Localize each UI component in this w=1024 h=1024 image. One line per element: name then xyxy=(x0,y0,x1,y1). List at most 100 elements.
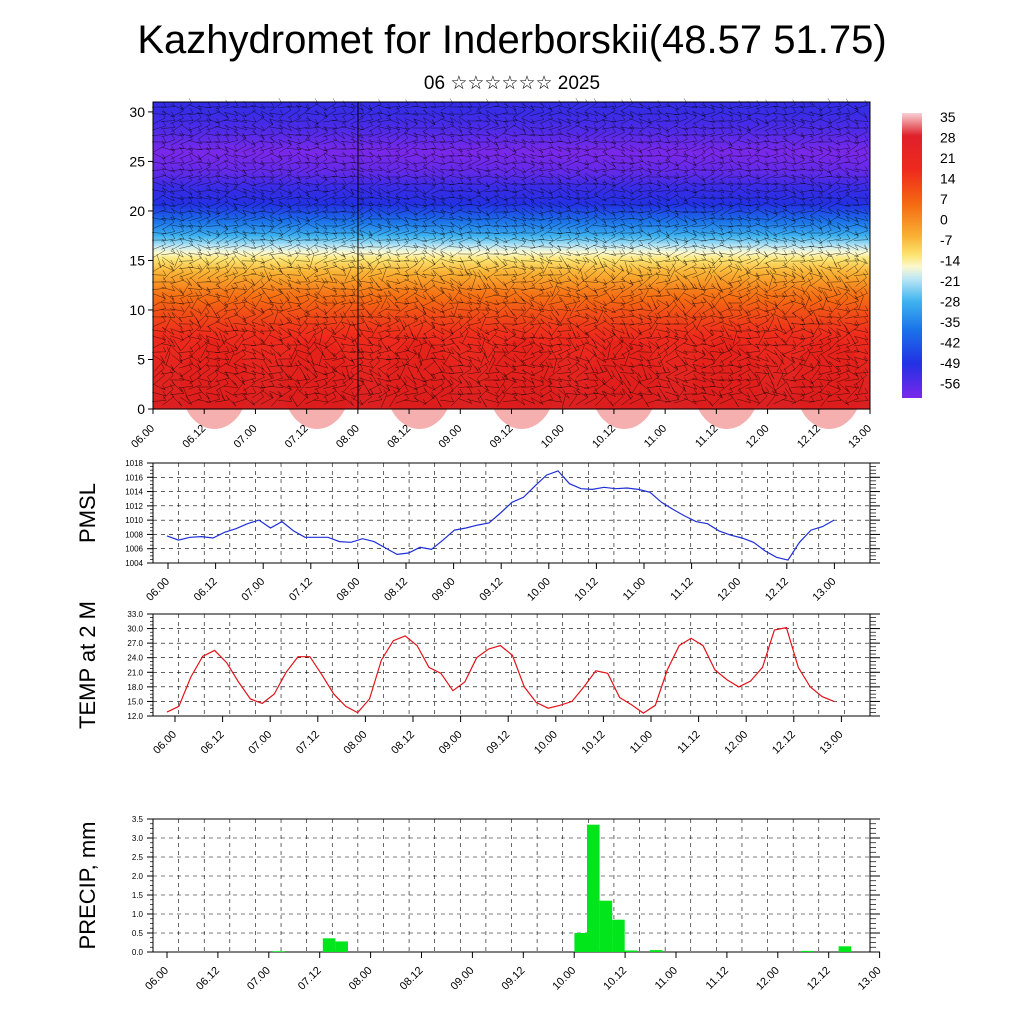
wind-barb-flag xyxy=(378,142,383,149)
wind-barb-flag xyxy=(198,236,203,242)
heatmap-cell xyxy=(153,312,870,316)
wind-barb xyxy=(233,223,247,229)
wind-barb-flag xyxy=(170,189,175,195)
wind-barb-flag xyxy=(288,236,293,242)
wind-barb-flag xyxy=(279,372,283,379)
wind-barb-flag xyxy=(180,222,185,228)
wind-barb xyxy=(152,391,166,397)
wind-barb xyxy=(269,278,283,286)
wind-barb-flag xyxy=(333,232,337,239)
wind-barb-flag xyxy=(279,366,284,373)
wind-barb xyxy=(350,350,364,354)
wind-barb xyxy=(377,104,391,110)
heatmap-cell xyxy=(153,213,870,217)
wind-barb xyxy=(278,244,292,250)
wind-barb xyxy=(224,362,238,370)
wind-barb-flag xyxy=(162,136,167,143)
wind-barb-flag xyxy=(243,238,247,245)
heatmap-cell xyxy=(153,334,870,338)
heatmap-cell xyxy=(153,275,870,279)
wind-barb-flag xyxy=(223,307,228,313)
wind-barb-flag xyxy=(324,370,328,376)
wind-barb-flag xyxy=(404,300,408,306)
wind-barb xyxy=(198,235,210,245)
wind-barb xyxy=(243,291,255,301)
wind-barb xyxy=(405,158,417,168)
wind-barb-flag xyxy=(261,240,266,246)
wind-barb xyxy=(341,279,355,285)
wind-barb xyxy=(251,321,265,327)
wind-barb xyxy=(313,190,329,192)
wind-barb xyxy=(233,250,247,258)
wind-barb xyxy=(368,202,382,208)
wind-barb-flag xyxy=(205,356,210,362)
wind-barb-flag xyxy=(234,330,238,336)
wind-barb-flag xyxy=(216,334,220,341)
wind-barb-flag xyxy=(267,296,272,302)
wind-barb xyxy=(341,131,355,139)
wind-barb xyxy=(205,176,221,178)
wind-barb xyxy=(353,387,361,401)
wind-barb-flag xyxy=(243,388,248,394)
wind-barb xyxy=(152,299,166,307)
wind-barb-flag xyxy=(297,219,302,225)
wind-barb xyxy=(224,390,238,398)
wind-barb xyxy=(269,390,283,398)
wind-barb xyxy=(314,272,328,278)
wind-barb-flag xyxy=(197,265,201,272)
wind-barb xyxy=(197,229,211,237)
wind-barb xyxy=(386,251,400,257)
wind-barb-flag xyxy=(287,175,292,181)
wind-barb xyxy=(242,236,256,244)
wind-barb xyxy=(314,399,328,403)
wind-barb xyxy=(351,396,363,406)
heatmap-cell xyxy=(153,106,870,111)
wind-barb xyxy=(341,301,355,305)
heatmap-cell xyxy=(153,290,870,294)
wind-barb-flag xyxy=(189,170,194,176)
wind-barb-flag xyxy=(162,164,167,170)
wind-barb-flag xyxy=(189,205,194,212)
wind-barb-flag xyxy=(339,345,343,352)
wind-barb-flag xyxy=(378,394,383,400)
wind-barb xyxy=(260,168,274,172)
wind-barb xyxy=(305,397,319,405)
wind-barb xyxy=(152,293,166,299)
wind-barb-flag xyxy=(224,223,229,230)
wind-barb xyxy=(404,202,418,208)
wind-barb-flag xyxy=(224,266,229,272)
wind-barb xyxy=(279,109,291,119)
wind-barb xyxy=(235,381,245,393)
wind-barb xyxy=(223,120,239,122)
wind-barb-flag xyxy=(341,133,346,140)
wind-barb xyxy=(358,351,374,353)
wind-barb xyxy=(296,354,310,364)
wind-barb xyxy=(224,272,238,278)
wind-barb xyxy=(371,324,379,338)
wind-barb xyxy=(273,310,279,324)
wind-barb xyxy=(278,159,292,167)
wind-barb-flag xyxy=(310,249,315,255)
wind-barb-flag xyxy=(288,218,292,224)
wind-barb xyxy=(314,216,328,222)
wind-barb xyxy=(223,218,239,220)
wind-barb-flag xyxy=(324,125,328,131)
wind-barb xyxy=(341,117,355,125)
wind-barb xyxy=(278,180,292,188)
heatmap-cell xyxy=(153,186,870,190)
wind-barb xyxy=(188,202,202,208)
wind-barb-flag xyxy=(162,218,166,224)
wind-barb-flag xyxy=(224,357,229,363)
wind-barb xyxy=(305,130,319,140)
wind-barb-flag xyxy=(294,250,299,256)
wind-barb xyxy=(250,358,266,360)
wind-barb-flag xyxy=(288,116,293,122)
wind-barb-flag xyxy=(195,291,199,298)
wind-barb-flag xyxy=(169,370,174,376)
heatmap-cell xyxy=(153,114,870,118)
wind-barb xyxy=(331,295,347,297)
wind-barb-flag xyxy=(387,225,391,231)
wind-barb xyxy=(261,389,273,399)
wind-barb xyxy=(359,167,373,173)
wind-barb-flag xyxy=(170,182,175,188)
